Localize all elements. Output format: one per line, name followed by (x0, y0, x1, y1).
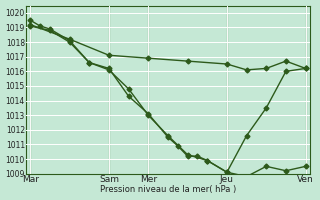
X-axis label: Pression niveau de la mer( hPa ): Pression niveau de la mer( hPa ) (100, 185, 236, 194)
